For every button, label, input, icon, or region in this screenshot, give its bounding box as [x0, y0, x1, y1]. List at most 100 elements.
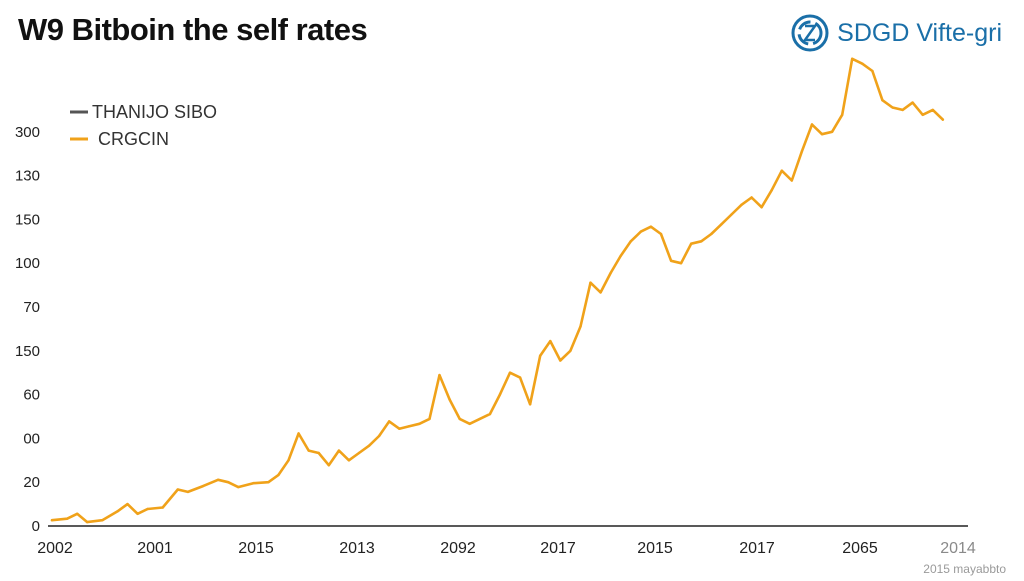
data-point: [227, 481, 230, 484]
data-point: [700, 240, 703, 243]
data-point: [830, 130, 834, 133]
data-point: [216, 478, 220, 481]
data-point: [86, 520, 89, 524]
data-point: [508, 371, 512, 374]
data-point: [619, 254, 622, 258]
data-point: [357, 451, 361, 455]
data-point: [478, 417, 481, 421]
data-point: [267, 481, 270, 484]
data-point: [770, 189, 773, 192]
brand-logo: SDGD Vifte-gri: [791, 14, 1002, 52]
data-point: [408, 425, 411, 428]
data-point: [161, 506, 164, 509]
y-tick-label: 0: [32, 518, 40, 535]
data-point: [317, 451, 320, 455]
data-point: [237, 485, 240, 489]
data-point: [468, 422, 471, 425]
data-point: [800, 150, 804, 153]
data-point: [76, 512, 79, 515]
data-point: [810, 123, 814, 126]
data-point: [418, 422, 421, 425]
x-tick-label: 2015: [637, 540, 673, 557]
data-point: [277, 473, 280, 477]
data-point: [549, 339, 552, 343]
x-tick-label: 2092: [440, 540, 476, 557]
x-tick-label: 2014: [940, 540, 976, 557]
data-point: [639, 230, 643, 233]
data-point: [861, 62, 864, 65]
data-point: [126, 502, 129, 506]
data-point: [901, 108, 904, 112]
watermark-text: 2015 mayabbto: [923, 562, 1006, 576]
data-point: [201, 484, 205, 488]
data-point: [50, 519, 54, 522]
data-point: [287, 459, 290, 462]
data-point: [720, 223, 723, 226]
x-tick-label: 2017: [540, 540, 576, 557]
data-point: [911, 101, 914, 104]
y-tick-label: 70: [23, 299, 40, 316]
chart-title: W9 Bitboin the self rates: [18, 12, 368, 47]
brand-name: SDGD Vifte-gri: [837, 18, 1002, 47]
data-point: [559, 359, 562, 362]
data-point: [398, 427, 401, 430]
data-point: [458, 417, 461, 421]
data-point: [599, 291, 602, 294]
data-point: [438, 373, 441, 377]
y-tick-label: 00: [23, 430, 40, 447]
data-point: [116, 510, 119, 513]
data-point: [136, 512, 139, 515]
brand-logo-icon: [791, 14, 829, 52]
data-point: [679, 262, 683, 265]
data-point: [337, 449, 341, 452]
x-tick-label: 2013: [339, 540, 375, 557]
legend-label: CRGCIN: [98, 129, 169, 149]
data-point: [669, 259, 673, 262]
data-point: [760, 206, 763, 209]
data-point: [690, 242, 693, 245]
y-tick-label: 20: [23, 474, 40, 491]
x-tick-label: 2002: [37, 540, 73, 557]
y-tick-label: 300: [15, 124, 40, 141]
data-point: [297, 432, 300, 435]
y-tick-label: 100: [15, 255, 40, 272]
data-point: [820, 133, 824, 136]
data-point: [589, 281, 592, 284]
x-tick-label: 2015: [238, 540, 274, 557]
data-point: [65, 517, 69, 520]
x-tick-label: 2065: [842, 540, 878, 557]
data-point: [931, 108, 934, 112]
data-point: [609, 271, 612, 275]
data-point: [851, 57, 854, 60]
data-point: [146, 507, 149, 511]
series-line: [50, 57, 945, 524]
data-point: [891, 106, 894, 109]
data-point: [518, 376, 522, 379]
y-tick-label: 130: [15, 168, 40, 185]
data-point: [327, 464, 330, 467]
data-point: [921, 113, 924, 117]
data-point: [579, 325, 582, 328]
data-point: [428, 417, 431, 421]
data-point: [101, 519, 104, 522]
data-point: [176, 488, 179, 491]
y-tick-label: 150: [15, 211, 40, 228]
data-point: [780, 169, 783, 172]
data-point: [629, 240, 632, 243]
data-point: [498, 393, 502, 396]
data-point: [790, 179, 793, 182]
x-tick-label: 2017: [739, 540, 775, 557]
data-point: [730, 213, 733, 216]
data-point: [941, 118, 944, 121]
y-tick-label: 60: [23, 387, 40, 404]
data-point: [388, 420, 391, 423]
data-point: [750, 196, 753, 199]
legend-label: THANIJO SIBO: [92, 102, 217, 122]
data-point: [710, 232, 713, 236]
data-point: [367, 444, 371, 447]
data-point: [659, 232, 663, 236]
data-point: [569, 349, 572, 352]
data-point: [448, 398, 451, 401]
